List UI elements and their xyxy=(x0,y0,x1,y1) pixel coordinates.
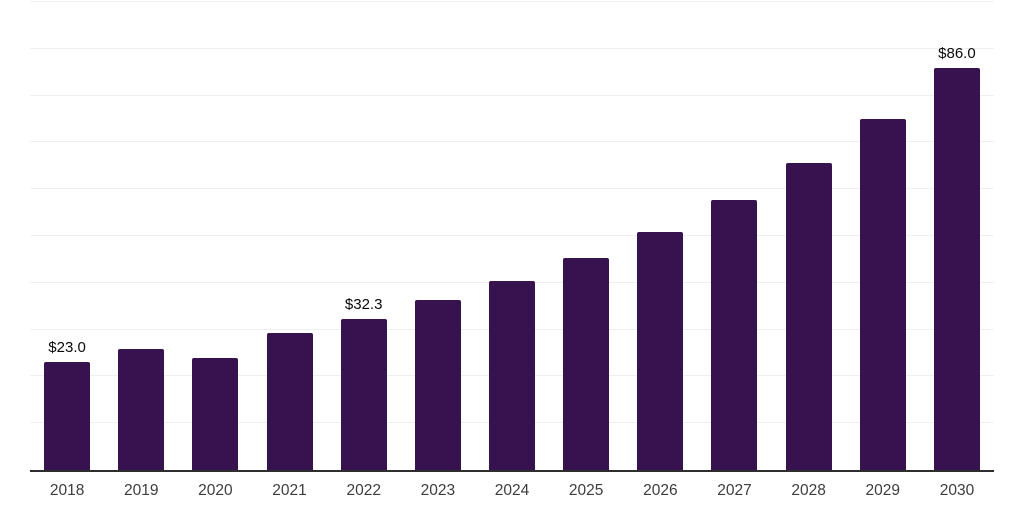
gridline xyxy=(30,1,994,2)
x-tick-2023: 2023 xyxy=(420,482,456,499)
x-tick-2025: 2025 xyxy=(568,482,604,499)
x-tick-2019: 2019 xyxy=(123,482,159,499)
x-tick-2030: 2030 xyxy=(939,482,975,499)
bar-2026 xyxy=(637,232,684,470)
x-tick-2026: 2026 xyxy=(643,482,678,499)
bar-2022 xyxy=(340,318,387,470)
x-tick-2018: 2018 xyxy=(49,482,85,499)
bar-2030 xyxy=(933,67,980,470)
bar-2024 xyxy=(489,281,535,470)
x-tick-2028: 2028 xyxy=(791,482,826,499)
gridline xyxy=(30,188,994,190)
x-tick-2029: 2029 xyxy=(865,482,901,499)
bar-value-label-2030: $86.0 xyxy=(938,44,976,62)
bar-2029 xyxy=(859,118,906,470)
plot-area: $23.0 $32.3 $86.0 xyxy=(30,1,994,472)
x-tick-2021: 2021 xyxy=(272,482,307,499)
bar-2020 xyxy=(192,358,239,470)
bar-2018 xyxy=(44,362,91,470)
x-tick-2020: 2020 xyxy=(198,482,233,499)
x-tick-2024: 2024 xyxy=(494,482,530,499)
gridline xyxy=(30,94,994,96)
gridline xyxy=(30,235,994,236)
bar-value-label-2018: $23.0 xyxy=(48,339,86,357)
x-axis-labels: 2018 2019 2020 2021 2022 2023 2024 2025 2026 2027… xyxy=(30,472,994,506)
bar-2025 xyxy=(563,258,610,470)
bar-2027 xyxy=(711,199,758,470)
x-tick-2027: 2027 xyxy=(717,482,752,499)
gridline xyxy=(30,141,994,143)
bar-value-label-2022: $32.3 xyxy=(344,295,383,313)
bar-2028 xyxy=(785,162,832,470)
bar-2023 xyxy=(414,300,461,470)
bar-2021 xyxy=(266,333,313,470)
bar-2019 xyxy=(118,349,165,470)
x-tick-2022: 2022 xyxy=(346,482,381,499)
gridline xyxy=(30,47,994,49)
